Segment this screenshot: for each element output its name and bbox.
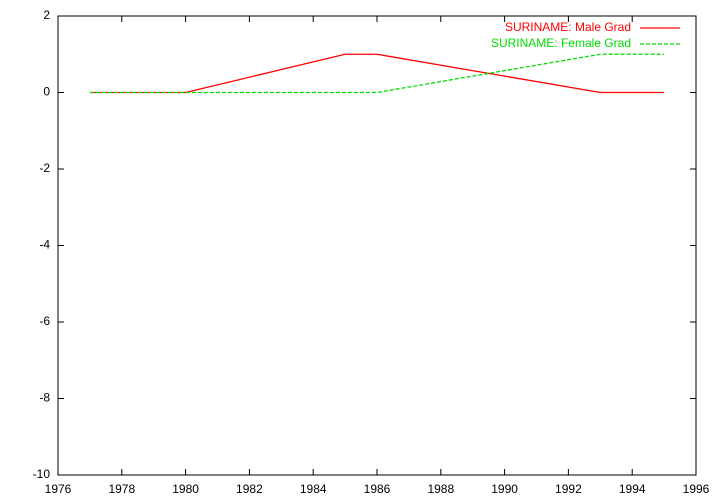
y-tick-label: -2 — [39, 161, 50, 175]
y-tick-label: -4 — [39, 238, 50, 252]
x-tick-label: 1980 — [172, 482, 199, 496]
series-line — [89, 53, 665, 94]
x-tick-label: 1984 — [300, 482, 327, 496]
y-tick-label: 2 — [43, 8, 50, 22]
series-line — [89, 53, 665, 94]
legend-label: SURINAME: Female Grad — [491, 36, 631, 50]
legend-label: SURINAME: Male Grad — [505, 20, 631, 34]
x-tick-label: 1996 — [683, 482, 710, 496]
x-tick-label: 1988 — [427, 482, 454, 496]
x-tick-label: 1994 — [619, 482, 646, 496]
y-tick-label: -6 — [39, 314, 50, 328]
x-tick-label: 1986 — [364, 482, 391, 496]
x-tick-label: 1978 — [108, 482, 135, 496]
x-tick-label: 1992 — [555, 482, 582, 496]
y-tick-label: -8 — [39, 391, 50, 405]
plot-border — [57, 15, 697, 476]
x-tick-label: 1976 — [45, 482, 72, 496]
y-tick-label: 0 — [43, 85, 50, 99]
x-tick-label: 1990 — [491, 482, 518, 496]
x-tick-label: 1982 — [236, 482, 263, 496]
y-tick-label: -10 — [33, 467, 51, 481]
